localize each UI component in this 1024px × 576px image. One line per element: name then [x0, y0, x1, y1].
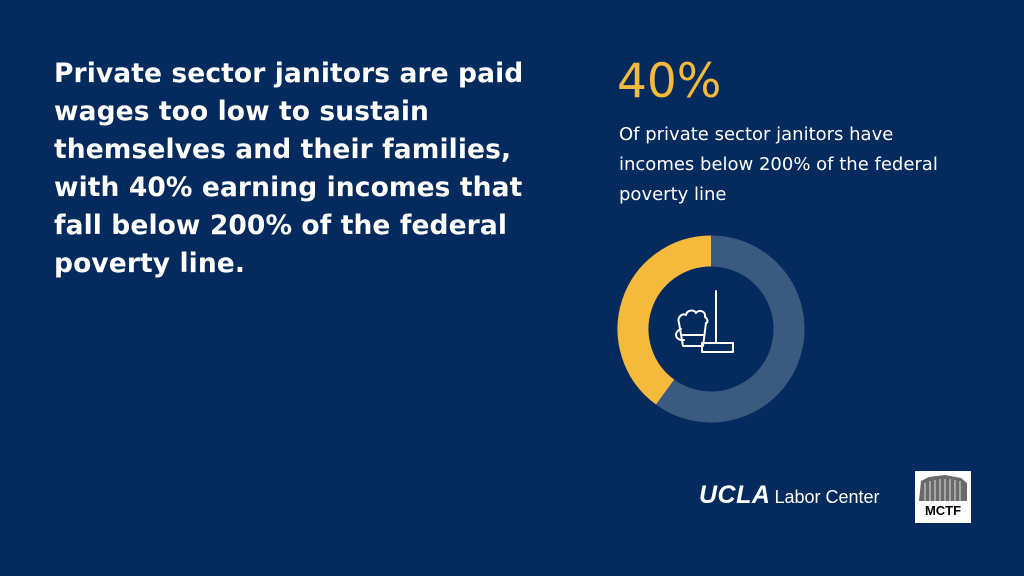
donut-slice-remainder — [656, 235, 805, 423]
donut-slice-highlight — [617, 235, 712, 405]
donut-chart — [615, 233, 807, 425]
stat-description: Of private sector janitors have incomes … — [619, 124, 938, 205]
stat-value: 40% — [617, 54, 722, 109]
mctf-logo-graphic: MCTF — [919, 475, 967, 518]
donut-chart-svg — [617, 235, 805, 423]
headline: Private sector janitors are paid wages t… — [54, 58, 524, 279]
mctf-logo-text: MCTF — [925, 503, 961, 518]
ucla-logo-text: UCLA — [699, 481, 771, 509]
bucket-and-mop-icon — [675, 290, 734, 353]
ucla-labor-center-logo: UCLA Labor Center — [699, 481, 880, 510]
labor-center-logo-text: Labor Center — [774, 487, 880, 507]
mctf-logo: MCTF — [915, 471, 971, 523]
